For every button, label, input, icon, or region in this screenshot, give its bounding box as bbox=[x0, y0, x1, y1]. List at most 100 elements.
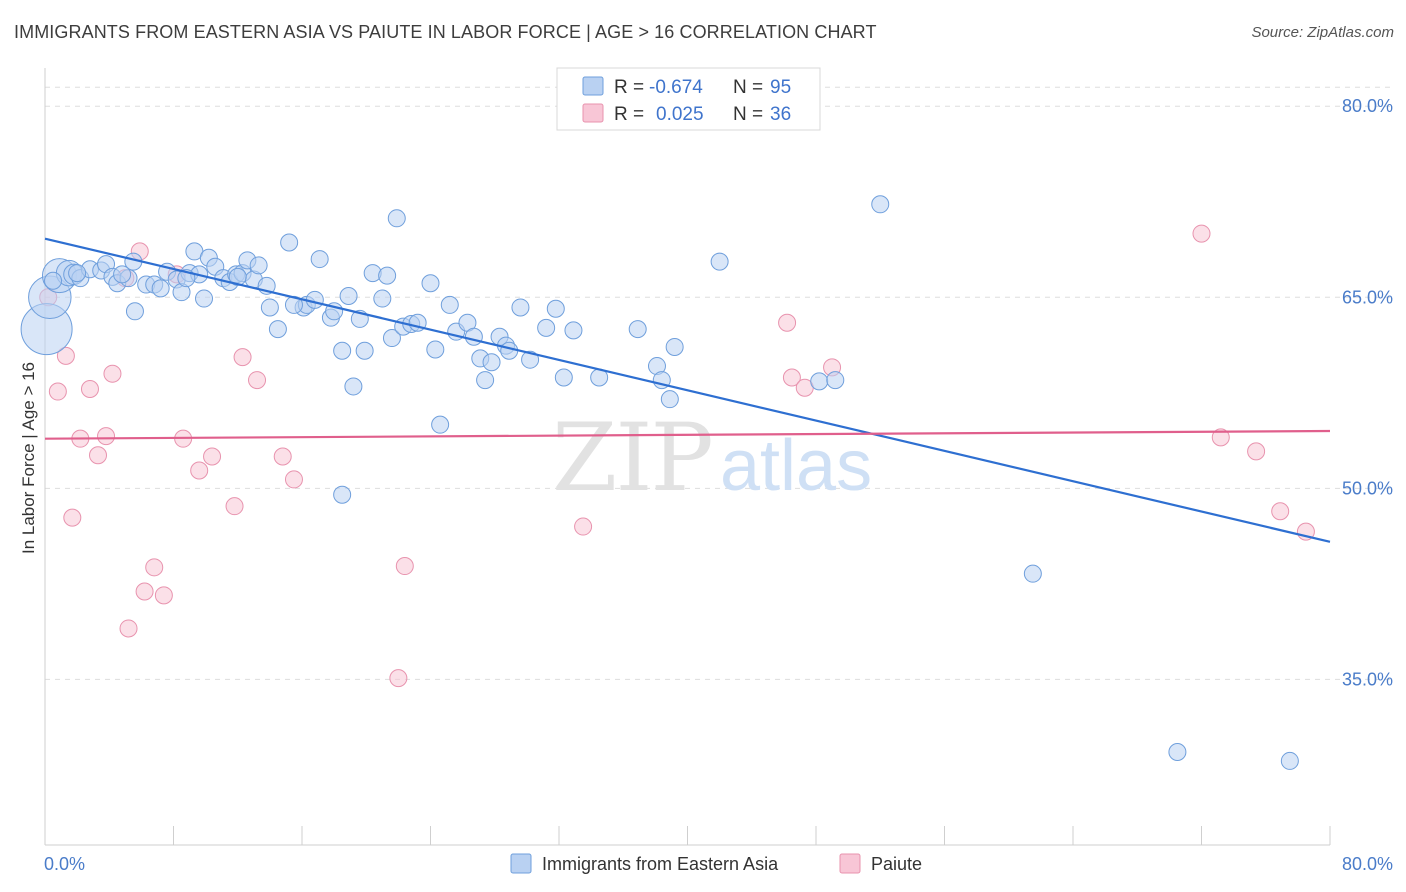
eastern-asia-point bbox=[871, 195, 890, 214]
eastern-asia-point bbox=[1023, 564, 1042, 583]
eastern-asia-point bbox=[440, 295, 459, 314]
series-legend-label-blue: Immigrants from Eastern Asia bbox=[542, 854, 779, 874]
eastern-asia-point bbox=[339, 287, 358, 306]
watermark-zip: ZIP bbox=[552, 404, 712, 513]
y-tick-label: 80.0% bbox=[1342, 96, 1393, 116]
paiute-point bbox=[1192, 224, 1211, 243]
y-tick-label: 65.0% bbox=[1342, 287, 1393, 307]
eastern-asia-point bbox=[426, 340, 445, 359]
series-legend-swatch-pink bbox=[839, 853, 861, 874]
legend-swatch-pink bbox=[582, 103, 604, 123]
eastern-asia-point bbox=[228, 267, 247, 286]
series-legend-swatch-blue bbox=[510, 853, 532, 874]
y-axis-label: In Labor Force | Age > 16 bbox=[19, 362, 38, 554]
eastern-asia-point bbox=[382, 329, 401, 348]
eastern-asia-point bbox=[344, 377, 363, 396]
legend-r-label-pink: R = bbox=[614, 104, 644, 125]
paiute-point bbox=[273, 447, 292, 466]
eastern-asia-point bbox=[511, 298, 530, 317]
eastern-asia-point bbox=[500, 341, 519, 360]
eastern-asia-point bbox=[355, 341, 374, 360]
eastern-asia-point bbox=[826, 371, 845, 390]
eastern-asia-point bbox=[310, 250, 329, 269]
y-tick-label: 35.0% bbox=[1342, 669, 1393, 689]
series-legend-label-pink: Paiute bbox=[871, 854, 922, 874]
paiute-point bbox=[1211, 428, 1230, 447]
paiute-point bbox=[574, 517, 593, 536]
legend-r-value-pink: 0.025 bbox=[656, 104, 704, 125]
eastern-asia-point bbox=[333, 485, 352, 504]
legend-swatch-blue bbox=[582, 76, 604, 96]
paiute-point bbox=[56, 346, 75, 365]
x-tick-label: 80.0% bbox=[1342, 854, 1393, 874]
paiute-point bbox=[778, 313, 797, 332]
legend-r-value-blue: -0.674 bbox=[649, 77, 703, 98]
eastern-asia-point bbox=[810, 372, 829, 391]
series-legend: Immigrants from Eastern Asia Paiute bbox=[510, 853, 922, 874]
eastern-asia-point bbox=[387, 209, 406, 228]
eastern-asia-point bbox=[280, 233, 299, 252]
eastern-asia-point bbox=[564, 321, 583, 340]
y-tick-label: 50.0% bbox=[1342, 478, 1393, 498]
paiute-point bbox=[395, 557, 414, 576]
legend-r-label-blue: R = bbox=[614, 77, 644, 98]
paiute-point bbox=[248, 371, 267, 390]
paiute-point bbox=[145, 558, 164, 577]
eastern-asia-point bbox=[113, 265, 132, 284]
eastern-asia-point bbox=[268, 320, 287, 339]
legend-n-value-blue: 95 bbox=[770, 77, 791, 98]
paiute-point bbox=[119, 619, 138, 638]
eastern-asia-point bbox=[373, 289, 392, 308]
paiute-point bbox=[389, 669, 408, 688]
eastern-asia-point bbox=[125, 302, 144, 321]
x-tick-label: 0.0% bbox=[44, 854, 85, 874]
eastern-asia-point bbox=[464, 327, 483, 346]
paiute-point bbox=[48, 382, 67, 401]
grid-lines bbox=[45, 86, 1395, 680]
eastern-asia-point bbox=[665, 337, 684, 356]
paiute-trend-line bbox=[44, 429, 1331, 440]
paiute-point bbox=[203, 447, 222, 466]
paiute-point bbox=[233, 348, 252, 367]
eastern-asia-point bbox=[68, 264, 87, 283]
paiute-point bbox=[225, 497, 244, 516]
eastern-asia-point bbox=[151, 279, 170, 298]
eastern-asia-point bbox=[476, 371, 495, 390]
paiute-point bbox=[135, 582, 154, 601]
axes bbox=[44, 68, 1331, 846]
eastern-asia-point bbox=[537, 318, 556, 337]
eastern-asia-trend-line bbox=[44, 237, 1331, 543]
eastern-asia-point bbox=[710, 252, 729, 271]
paiute-point bbox=[97, 427, 116, 446]
eastern-asia-point bbox=[421, 274, 440, 293]
eastern-asia-point bbox=[554, 368, 573, 387]
tick-labels: 80.0% 65.0% 50.0% 35.0% 0.0% 80.0% bbox=[44, 96, 1393, 874]
eastern-asia-point bbox=[482, 353, 501, 372]
eastern-asia-point bbox=[1280, 751, 1299, 770]
paiute-point bbox=[154, 586, 173, 605]
eastern-asia-point bbox=[44, 271, 63, 290]
eastern-asia-point bbox=[546, 299, 565, 318]
legend-n-value-pink: 36 bbox=[770, 104, 791, 125]
paiute-point bbox=[190, 461, 209, 480]
eastern-asia-point bbox=[195, 289, 214, 308]
paiute-point bbox=[89, 446, 108, 465]
legend-n-label-blue: N = bbox=[733, 77, 763, 98]
paiute-point bbox=[103, 364, 122, 383]
eastern-asia-point bbox=[260, 298, 279, 317]
chart-title: IMMIGRANTS FROM EASTERN ASIA VS PAIUTE I… bbox=[14, 22, 877, 42]
paiute-point bbox=[80, 379, 99, 398]
trend-lines bbox=[44, 237, 1331, 543]
paiute-point bbox=[63, 508, 82, 527]
legend-n-label-pink: N = bbox=[733, 104, 763, 125]
eastern-asia-point bbox=[431, 415, 450, 434]
eastern-asia-point bbox=[660, 390, 679, 409]
correlation-legend: R = -0.674 N = 95 R = 0.025 N = 36 bbox=[556, 67, 821, 131]
eastern-asia-point bbox=[378, 266, 397, 285]
eastern-asia-point bbox=[249, 256, 268, 275]
paiute-point bbox=[782, 368, 801, 387]
eastern-asia-point bbox=[333, 341, 352, 360]
paiute-point bbox=[284, 470, 303, 489]
watermark-atlas: atlas bbox=[720, 426, 872, 506]
